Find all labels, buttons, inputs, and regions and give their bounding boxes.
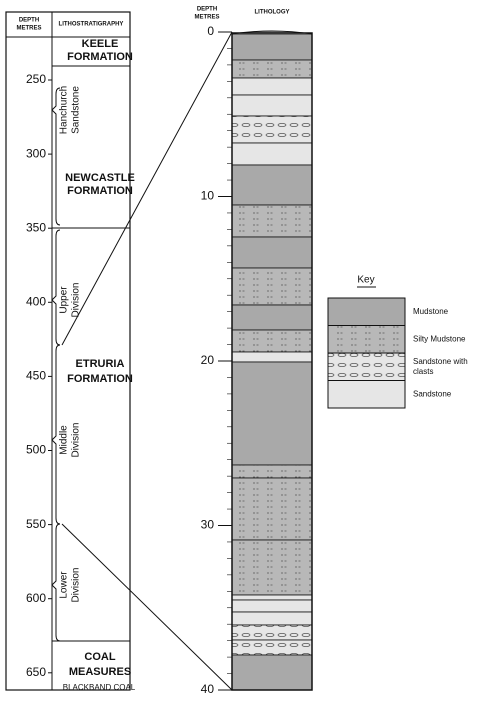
lithology-bed bbox=[231, 539, 313, 596]
key-swatch bbox=[327, 352, 406, 381]
depth-header: DEPTH bbox=[19, 18, 39, 24]
member-label: Middle bbox=[59, 425, 70, 455]
coal-label: BLACKBAND COAL bbox=[63, 683, 136, 692]
member-label: Sandstone bbox=[71, 86, 82, 134]
key-swatch bbox=[327, 380, 406, 409]
formation-label: ETRURIA bbox=[76, 358, 125, 370]
depth-label: 10 bbox=[201, 189, 215, 203]
key-label: Sandstone bbox=[413, 389, 452, 398]
depth-label: 250 bbox=[26, 72, 46, 86]
lithology-bed bbox=[231, 142, 313, 166]
depth-header: METRES bbox=[194, 15, 219, 21]
depth-label: 650 bbox=[26, 665, 46, 679]
key-title: Key bbox=[357, 275, 374, 286]
formation-label: COAL bbox=[84, 651, 115, 663]
lithology-bed bbox=[231, 594, 313, 601]
lithology-bed bbox=[231, 624, 313, 641]
lithology-bed bbox=[231, 639, 313, 656]
rule bbox=[61, 31, 233, 346]
bracket bbox=[51, 229, 61, 346]
formation-label: KEELE bbox=[82, 38, 119, 50]
lithology-bed bbox=[231, 361, 313, 466]
labels: DEPTHMETRESLITHOSTRATIGRAPHY250300350400… bbox=[16, 7, 467, 697]
lithology-bed bbox=[231, 236, 313, 269]
key-label: Sandstone with bbox=[413, 357, 468, 366]
member-label: Lower bbox=[59, 571, 70, 599]
formation-label: MEASURES bbox=[69, 666, 131, 678]
formation-label: FORMATION bbox=[67, 51, 133, 63]
depth-label: 30 bbox=[201, 518, 215, 532]
depth-label: 300 bbox=[26, 146, 46, 160]
lithology-bed bbox=[231, 304, 313, 331]
lithology-bed bbox=[231, 94, 313, 117]
depth-label: 350 bbox=[26, 220, 46, 234]
formation-label: FORMATION bbox=[67, 373, 133, 385]
lithology-bed bbox=[231, 477, 313, 541]
depth-header: DEPTH bbox=[197, 7, 217, 13]
lithology-bed bbox=[231, 164, 313, 206]
depth-header: METRES bbox=[16, 26, 41, 32]
key-label: clasts bbox=[413, 367, 433, 376]
lithology-bed bbox=[231, 654, 313, 691]
lithology-bed bbox=[231, 611, 313, 626]
depth-label: 450 bbox=[26, 369, 46, 383]
lithology-bed bbox=[231, 329, 313, 353]
layout bbox=[5, 11, 406, 691]
lithology-bed bbox=[231, 115, 313, 144]
key-label: Silty Mudstone bbox=[413, 334, 466, 343]
key-label: Mudstone bbox=[413, 307, 449, 316]
lithology-bed bbox=[231, 77, 313, 96]
depth-label: 40 bbox=[201, 682, 215, 696]
member-label: Division bbox=[71, 422, 82, 457]
lithology-bed bbox=[231, 33, 313, 61]
formation-label: FORMATION bbox=[67, 185, 133, 197]
formation-label: NEWCASTLE bbox=[65, 172, 135, 184]
lithology-bed bbox=[231, 351, 313, 363]
lithology-bed bbox=[231, 59, 313, 79]
rule bbox=[61, 523, 233, 691]
lithology-bed bbox=[231, 599, 313, 613]
depth-label: 0 bbox=[207, 24, 214, 38]
bracket bbox=[51, 87, 61, 226]
depth-label: 500 bbox=[26, 443, 46, 457]
lithology-bed bbox=[231, 204, 313, 238]
member-label: Upper bbox=[59, 286, 70, 314]
bracket bbox=[51, 523, 61, 642]
key-swatch bbox=[327, 297, 406, 326]
key-swatch bbox=[327, 325, 406, 354]
depth-label: 400 bbox=[26, 294, 46, 308]
member-label: Division bbox=[71, 567, 82, 602]
depth-label: 600 bbox=[26, 591, 46, 605]
lithology-bed bbox=[231, 464, 313, 479]
strat-header: LITHOSTRATIGRAPHY bbox=[59, 22, 124, 28]
lithology-header: LITHOLOGY bbox=[255, 10, 290, 16]
strat-column bbox=[5, 11, 131, 691]
member-label: Hanchurch bbox=[59, 86, 70, 134]
bracket bbox=[51, 344, 61, 525]
member-label: Division bbox=[71, 282, 82, 317]
depth-label: 20 bbox=[201, 353, 215, 367]
lithology-bed bbox=[231, 267, 313, 306]
depth-label: 550 bbox=[26, 517, 46, 531]
